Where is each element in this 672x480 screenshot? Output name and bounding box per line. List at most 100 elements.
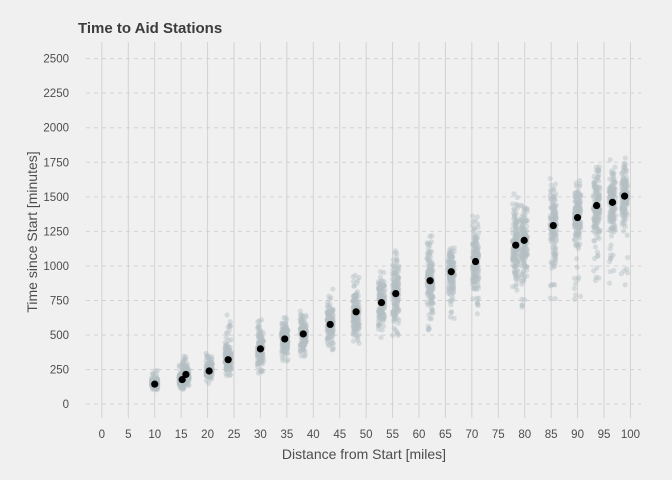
runner-point [279,347,285,354]
runner-point [379,307,385,313]
runner-point [279,330,285,336]
runner-point [513,262,519,268]
runner-point [223,350,229,356]
runner-point [612,179,618,185]
runner-point [256,323,262,329]
runner-point [375,321,382,327]
runner-point [392,279,398,286]
runner-point [353,323,359,329]
x-tick-label: 15 [175,429,188,441]
runner-point [425,268,431,275]
runner-point [225,351,231,357]
runner-point [284,341,290,347]
runner-point [428,263,434,269]
runner-point [227,364,233,371]
runner-point [548,282,555,288]
runner-point [285,350,291,357]
runner-point [427,267,433,273]
runner-point [205,373,211,379]
runner-point [226,369,232,375]
x-tick-label: 100 [621,429,640,441]
runner-point [427,288,433,294]
runner-point [521,253,527,259]
runner-point [280,326,286,332]
runner-point [179,366,185,372]
runner-point [381,314,387,321]
runner-point [302,324,308,331]
runner-point [255,352,261,358]
runner-point [428,283,434,290]
runner-point [153,376,160,382]
runner-point [392,327,399,333]
runner-point [302,341,308,347]
runner-point [380,316,387,322]
runner-point [392,313,398,319]
runner-point [225,331,231,337]
runner-point [179,382,185,388]
runner-point [204,362,211,369]
runner-point [180,367,186,373]
runner-point [375,285,382,291]
y-axis-label: Time since Start [minutes] [24,151,40,312]
runner-point [279,344,285,350]
runner-point [299,346,306,353]
runner-point [284,344,290,351]
runner-point [430,310,436,316]
runner-point [225,361,231,368]
runner-point [256,353,262,360]
runner-point [350,298,357,304]
runner-point [475,295,482,301]
runner-point [392,302,398,308]
runner-point [330,312,336,318]
runner-point [622,282,628,288]
runner-point [303,312,309,318]
runner-point [150,386,156,392]
runner-point [279,329,285,335]
runner-point [394,285,400,291]
runner-point [353,300,360,306]
runner-point [330,307,336,313]
runner-point [154,367,161,373]
runner-point [282,353,288,359]
runner-point [206,361,213,367]
runner-point [354,316,360,323]
x-tick-label: 10 [148,429,161,441]
runner-point [594,249,601,255]
runner-point [325,310,331,317]
runner-point [392,300,398,306]
runner-point [379,310,385,316]
runner-point [327,301,333,307]
runner-point [298,322,304,328]
runner-point [183,364,189,370]
runner-point [283,328,290,334]
runner-point [429,291,435,298]
runner-point [154,376,160,382]
runner-point [393,286,399,292]
runner-point [352,316,358,322]
runner-point [351,318,357,324]
runner-point [329,329,335,335]
runner-point [224,312,230,318]
runner-point [518,230,525,236]
runner-point [282,322,288,328]
runner-point [279,320,285,326]
runner-point [356,274,362,280]
runner-point [325,342,332,349]
runner-point [330,340,336,347]
runner-point [391,325,397,331]
runner-point [356,321,362,327]
runner-point [203,361,209,367]
mean-point [281,335,289,343]
runner-point [224,342,230,348]
runner-point [607,157,613,163]
runner-point [350,298,356,304]
runner-point [260,338,266,344]
runner-point [391,307,397,313]
runner-point [380,307,386,313]
runner-point [428,316,434,322]
runner-point [228,349,234,355]
runner-point [226,322,233,328]
runner-point [328,327,334,333]
runner-point [206,363,212,369]
runner-point [176,364,183,370]
